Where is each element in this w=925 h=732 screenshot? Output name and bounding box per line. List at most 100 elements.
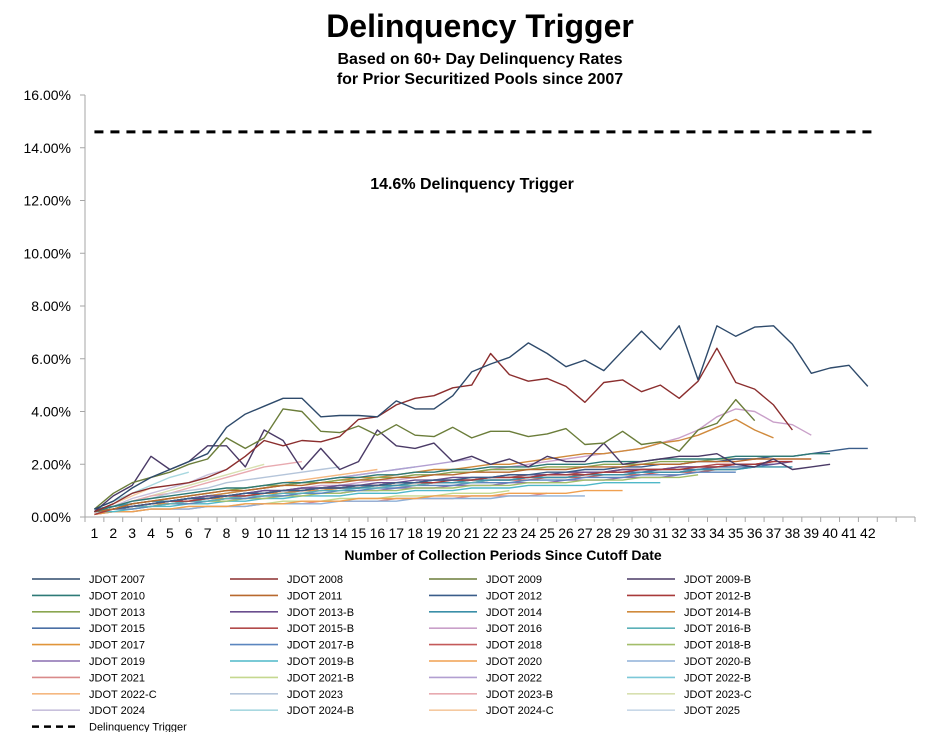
legend-label: JDOT 2025 [684, 705, 740, 717]
series-line [94, 458, 812, 513]
legend-label: JDOT 2021 [89, 672, 145, 684]
x-tick-label: 3 [128, 525, 136, 541]
y-tick-label: 8.00% [31, 298, 71, 314]
x-tick-label: 2 [109, 525, 117, 541]
x-tick-label: 15 [351, 525, 367, 541]
legend-label: JDOT 2016-B [684, 623, 751, 635]
y-tick-label: 12.00% [24, 193, 71, 209]
series-line [93, 398, 756, 510]
x-tick-label: 11 [276, 525, 291, 541]
legend-label: JDOT 2019 [89, 656, 145, 668]
legend-label: JDOT 2017-B [287, 640, 354, 652]
x-tick-label: 23 [502, 525, 518, 541]
y-tick-label: 16.00% [24, 87, 71, 103]
x-tick-label: 36 [747, 525, 763, 541]
legend-label: JDOT 2008 [287, 574, 343, 586]
legend-label: JDOT 2009 [486, 574, 542, 586]
x-tick-label: 31 [653, 525, 669, 541]
x-tick-label: 37 [766, 525, 782, 541]
legend-label: JDOT 2023 [287, 689, 343, 701]
legend-label: JDOT 2011 [287, 590, 342, 602]
legend-label: Delinquency Trigger [89, 722, 187, 732]
y-tick-label: 2.00% [31, 456, 71, 472]
legend-label: JDOT 2015 [89, 623, 145, 635]
legend-label: JDOT 2023-B [486, 689, 553, 701]
legend-label: JDOT 2015-B [287, 623, 354, 635]
legend-label: JDOT 2024-C [486, 705, 554, 717]
legend-label: JDOT 2007 [89, 574, 145, 586]
x-tick-label: 30 [634, 525, 650, 541]
legend-label: JDOT 2012 [486, 590, 542, 602]
series-line [94, 325, 869, 510]
legend-label: JDOT 2022 [486, 672, 542, 684]
series-line [94, 489, 623, 516]
legend-label: JDOT 2014 [486, 607, 542, 619]
y-tick-label: 4.00% [31, 404, 71, 420]
x-tick-label: 38 [785, 525, 801, 541]
x-tick-label: 28 [596, 525, 612, 541]
x-axis: 1 2 3 4 5 6 7 8 9 10 11 12 13 14 15 16 17 18 19 20 21 22 23 24 2… [84, 516, 916, 541]
x-tick-label: 24 [521, 525, 537, 541]
legend-label: JDOT 2024 [89, 705, 145, 717]
legend-label: JDOT 2024-B [287, 705, 354, 717]
legend-label: JDOT 2010 [89, 590, 145, 602]
legend-label: JDOT 2016 [486, 623, 542, 635]
x-tick-label: 25 [539, 525, 555, 541]
y-tick-label: 10.00% [24, 245, 71, 261]
series-line [94, 347, 793, 513]
x-axis-label: Number of Collection Periods Since Cutof… [344, 547, 662, 563]
legend-label: JDOT 2020-B [684, 656, 751, 668]
x-tick-label: 4 [147, 525, 155, 541]
y-tick-label: 14.00% [24, 140, 71, 156]
legend-label: JDOT 2021-B [287, 672, 354, 684]
x-tick-label: 35 [728, 525, 744, 541]
legend-label: JDOT 2019-B [287, 656, 354, 668]
legend-label: JDOT 2018 [486, 640, 542, 652]
x-tick-label: 33 [690, 525, 706, 541]
x-tick-label: 32 [671, 525, 687, 541]
legend-label: JDOT 2022-B [684, 672, 751, 684]
x-tick-label: 9 [241, 525, 249, 541]
x-tick-label: 34 [709, 525, 725, 541]
y-tick-label: 0.00% [31, 509, 71, 525]
x-tick-label: 20 [445, 525, 461, 541]
series-lines [93, 325, 869, 516]
x-tick-label: 14 [332, 525, 348, 541]
series-line [94, 460, 793, 513]
x-tick-label: 10 [256, 525, 272, 541]
chart-subtitle-line-2: for Prior Securitized Pools since 2007 [337, 71, 623, 88]
legend-label: JDOT 2018-B [684, 640, 751, 652]
x-tick-label: 40 [822, 525, 838, 541]
y-tick-label: 6.00% [31, 351, 71, 367]
legend-label: JDOT 2014-B [684, 607, 751, 619]
x-tick-label: 12 [294, 525, 310, 541]
x-tick-label: 19 [426, 525, 442, 541]
legend-label: JDOT 2013 [89, 607, 145, 619]
x-tick-label: 27 [577, 525, 593, 541]
chart-subtitle-line-1: Based on 60+ Day Delinquency Rates [338, 51, 623, 68]
x-tick-label: 7 [204, 525, 212, 541]
trigger-annotation: 14.6% Delinquency Trigger [370, 176, 574, 193]
x-tick-label: 18 [407, 525, 423, 541]
y-axis: 0.00% 2.00% 4.00% 6.00% 8.00% 10.00% 12.00% 14.… [24, 87, 86, 525]
x-tick-label: 5 [166, 525, 174, 541]
legend-label: JDOT 2009-B [684, 574, 751, 586]
x-tick-label: 13 [313, 525, 329, 541]
x-tick-label: 22 [483, 525, 499, 541]
legend-label: JDOT 2013-B [287, 607, 354, 619]
x-tick-label: 6 [185, 525, 193, 541]
legend-label: JDOT 2020 [486, 656, 542, 668]
x-tick-label: 39 [803, 525, 819, 541]
legend: JDOT 2007 JDOT 2008 JDOT 2009 JDOT 2009-B JD… [32, 574, 752, 732]
x-tick-label: 16 [370, 525, 386, 541]
series-line [94, 447, 868, 513]
x-tick-label: 41 [841, 525, 857, 541]
legend-label: JDOT 2017 [89, 640, 145, 652]
x-tick-label: 29 [615, 525, 631, 541]
chart-title: Delinquency Trigger [326, 8, 634, 44]
legend-label: JDOT 2012-B [684, 590, 751, 602]
x-tick-label: 17 [388, 525, 404, 541]
series-line [94, 453, 831, 513]
series-line [93, 429, 831, 513]
